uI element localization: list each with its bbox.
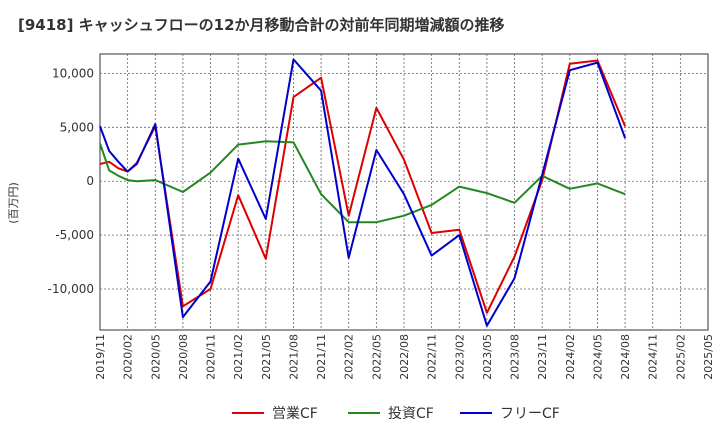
legend: 営業CF 投資CF フリーCF bbox=[232, 406, 560, 422]
series-line-3 bbox=[99, 58, 627, 327]
x-tick-label: 2023/05 bbox=[481, 334, 494, 380]
x-tick-label: 2022/02 bbox=[343, 334, 356, 380]
x-tick-label: 2022/11 bbox=[426, 334, 439, 380]
x-tick-label: 2023/11 bbox=[536, 334, 549, 380]
x-tick-labels: 2019/11 2020/02 2020/05 2020/08 2020/11 2021/… bbox=[94, 334, 715, 380]
grid bbox=[100, 54, 708, 330]
y-tick-label: -10,000 bbox=[48, 282, 94, 296]
legend-label: 営業CF bbox=[272, 406, 318, 422]
series-lines bbox=[99, 58, 627, 327]
x-tick-label: 2021/08 bbox=[287, 334, 300, 380]
x-tick-label: 2020/11 bbox=[205, 334, 218, 380]
x-tick-label: 2025/02 bbox=[674, 334, 687, 380]
x-tick-label: 2020/02 bbox=[122, 334, 135, 380]
legend-label: 投資CF bbox=[388, 406, 434, 422]
x-tick-label: 2023/08 bbox=[509, 334, 522, 380]
x-tick-label: 2022/08 bbox=[398, 334, 411, 380]
x-tick-label: 2025/05 bbox=[702, 334, 715, 380]
series-line-2 bbox=[99, 140, 626, 224]
x-tick-label: 2022/05 bbox=[370, 334, 383, 380]
y-tick-label: 0 bbox=[86, 174, 94, 188]
x-tick-label: 2021/11 bbox=[315, 334, 328, 380]
x-tick-label: 2024/11 bbox=[647, 334, 660, 380]
x-tick-label: 2024/02 bbox=[564, 334, 577, 380]
x-tick-label: 2021/05 bbox=[260, 334, 273, 380]
chart-title: [9418] キャッシュフローの12か月移動合計の対前年同期増減額の推移 bbox=[18, 16, 505, 34]
y-tick-label: -5,000 bbox=[55, 228, 94, 242]
y-tick-labels: 10,000 5,000 0 -5,000 -10,000 bbox=[48, 66, 94, 296]
legend-label: フリーCF bbox=[500, 406, 560, 422]
y-tick-label: 10,000 bbox=[52, 66, 94, 80]
x-tick-label: 2019/11 bbox=[94, 334, 107, 380]
x-tick-label: 2024/05 bbox=[591, 334, 604, 380]
x-tick-label: 2020/05 bbox=[149, 334, 162, 380]
x-tick-label: 2024/08 bbox=[619, 334, 632, 380]
x-tick-label: 2021/02 bbox=[232, 334, 245, 380]
x-tick-label: 2020/08 bbox=[177, 334, 190, 380]
y-axis-label: (百万円) bbox=[7, 182, 20, 224]
y-tick-label: 5,000 bbox=[60, 120, 94, 134]
x-tick-label: 2023/02 bbox=[453, 334, 466, 380]
